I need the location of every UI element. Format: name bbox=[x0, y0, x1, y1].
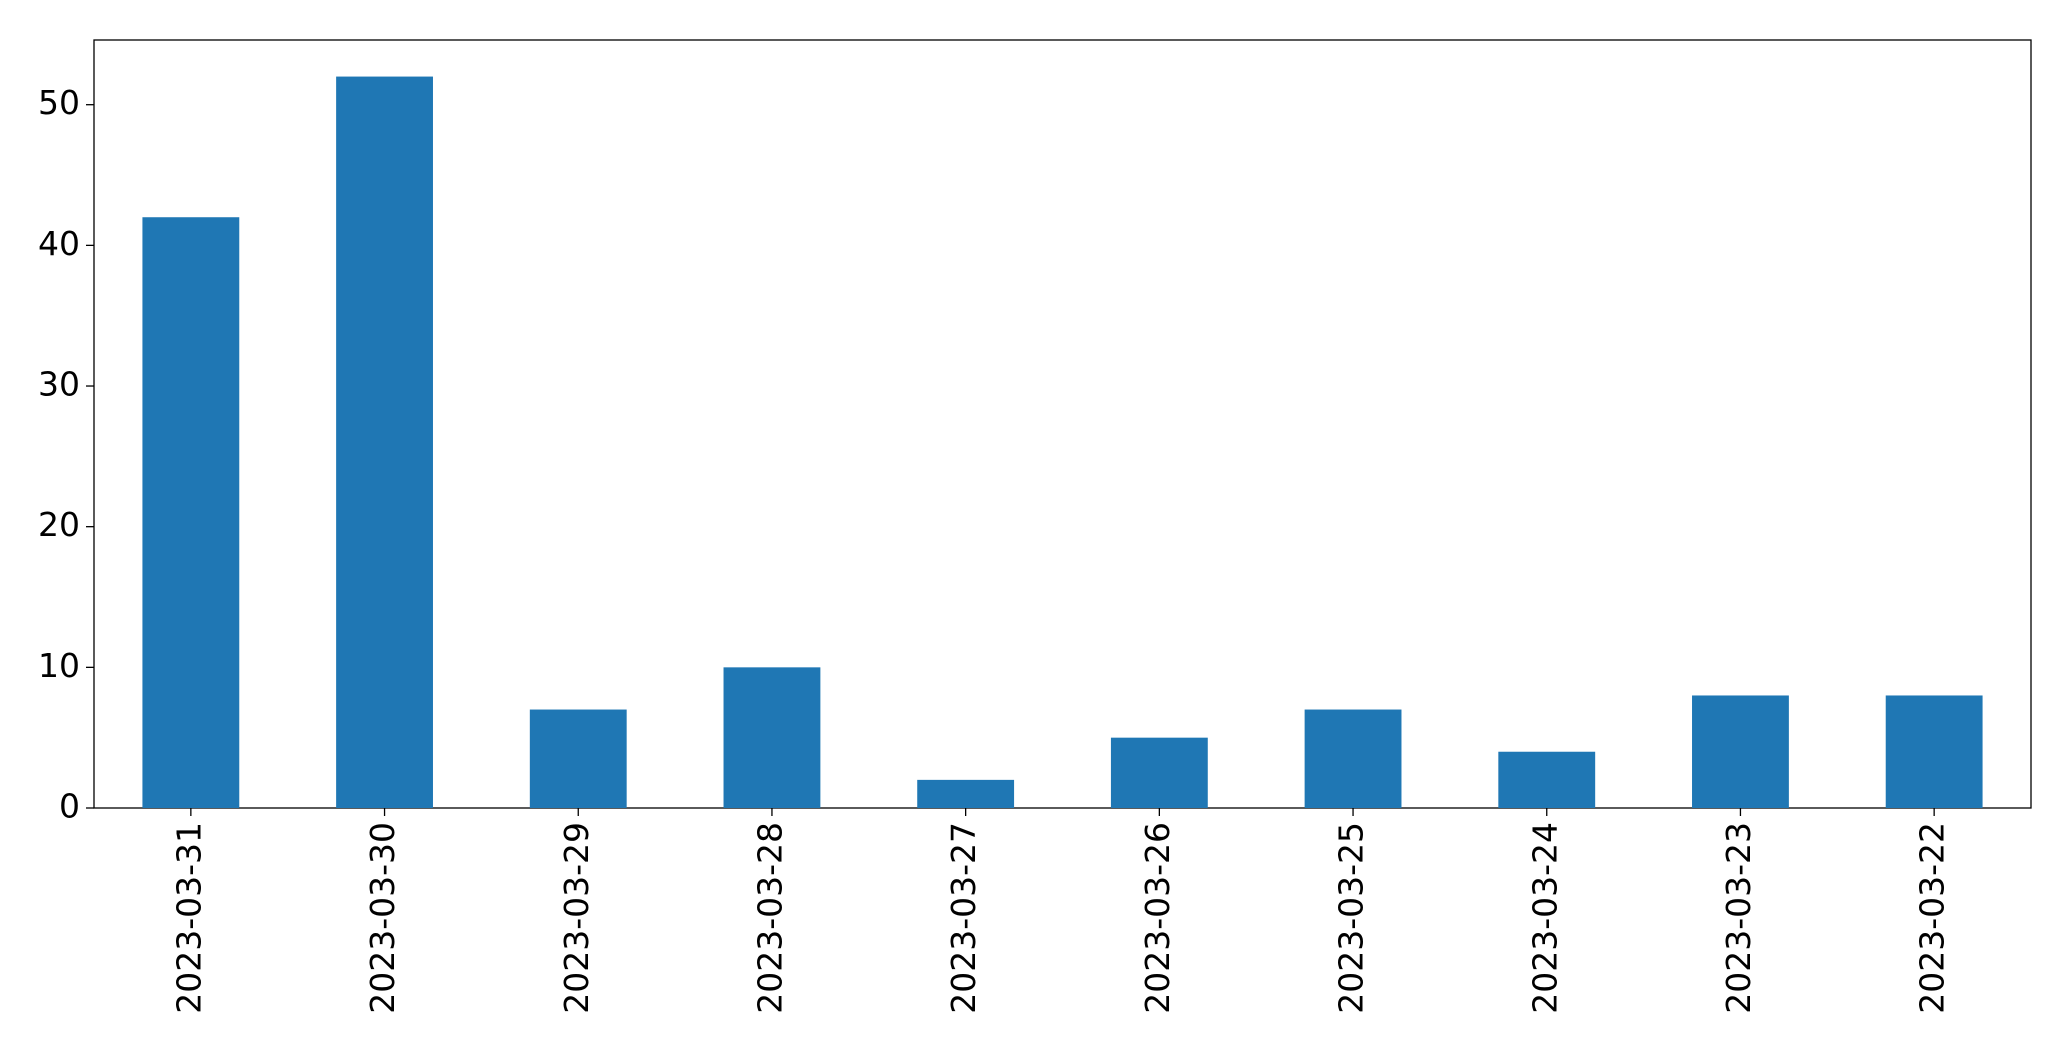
x-tick-label: 2023-03-25 bbox=[1332, 822, 1371, 1014]
x-tick-label: 2023-03-27 bbox=[944, 822, 983, 1014]
bar bbox=[917, 779, 1015, 808]
x-tick-label: 2023-03-23 bbox=[1719, 822, 1758, 1014]
y-tick-label: 30 bbox=[38, 365, 80, 404]
x-tick-label: 2023-03-26 bbox=[1138, 822, 1177, 1014]
bar bbox=[1498, 751, 1596, 808]
y-tick-label: 0 bbox=[59, 787, 80, 826]
bar bbox=[336, 76, 433, 809]
plot-frame bbox=[93, 39, 2032, 809]
y-tick-label: 20 bbox=[38, 505, 80, 544]
x-tick-label: 2023-03-22 bbox=[1913, 822, 1952, 1014]
bar bbox=[1692, 695, 1789, 808]
bar bbox=[1110, 737, 1208, 808]
y-tick-label: 50 bbox=[38, 83, 80, 122]
bar bbox=[1885, 695, 1983, 808]
bar bbox=[529, 709, 627, 808]
y-tick-label: 10 bbox=[38, 646, 80, 685]
bar bbox=[142, 217, 240, 808]
x-tick-label: 2023-03-28 bbox=[750, 822, 789, 1014]
y-tick-label: 40 bbox=[38, 224, 80, 263]
x-tick-label: 2023-03-31 bbox=[169, 822, 208, 1014]
bar bbox=[1304, 709, 1402, 808]
x-tick-label: 2023-03-29 bbox=[557, 822, 596, 1014]
x-tick-label: 2023-03-30 bbox=[363, 822, 402, 1014]
bar bbox=[723, 667, 821, 808]
x-tick-label: 2023-03-24 bbox=[1525, 822, 1564, 1014]
